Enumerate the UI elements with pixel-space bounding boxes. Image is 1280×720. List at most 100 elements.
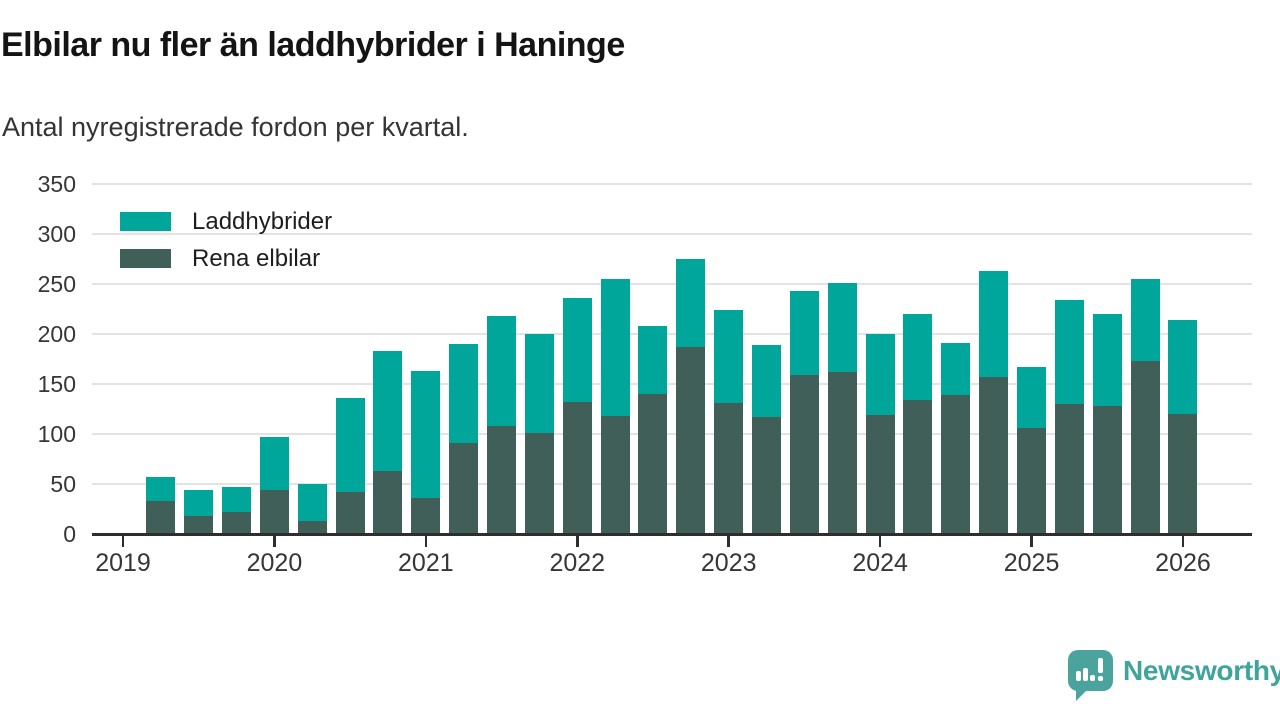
brand-name: Newsworthy <box>1123 654 1280 686</box>
legend-item-rena-elbilar: Rena elbilar <box>120 245 332 272</box>
bar-segment-laddhybrider <box>941 342 971 395</box>
bar-segment-rena-elbilar <box>373 470 403 534</box>
legend-label: Laddhybrider <box>192 207 333 235</box>
bar-segment-laddhybrider <box>752 344 782 417</box>
chart-subtitle: Antal nyregistrerade fordon per kvartal. <box>2 112 469 142</box>
gridline <box>92 432 1252 435</box>
bar-segment-rena-elbilar <box>1092 405 1122 534</box>
x-tick-label: 2025 <box>1003 549 1060 577</box>
bar-segment-laddhybrider <box>638 325 668 394</box>
x-axis-tick <box>878 536 882 547</box>
bar-chart-speech-bubble-icon <box>1068 650 1113 701</box>
bar-segment-rena-elbilar <box>335 491 365 534</box>
y-tick-label: 200 <box>37 320 76 347</box>
rena-elbilar-swatch-icon <box>120 249 171 268</box>
bar-segment-rena-elbilar <box>146 500 176 534</box>
bar-segment-rena-elbilar <box>297 520 327 534</box>
bar-segment-rena-elbilar <box>752 416 782 534</box>
bar-segment-laddhybrider <box>903 313 933 400</box>
bar-segment-rena-elbilar <box>411 497 441 534</box>
chart-title: Elbilar nu fler än laddhybrider i Haning… <box>1 26 625 64</box>
y-tick-label: 350 <box>37 170 76 197</box>
laddhybrider-swatch-icon <box>120 212 171 231</box>
gridline <box>92 182 1252 185</box>
bar-segment-laddhybrider <box>714 309 744 403</box>
gridline <box>92 282 1252 285</box>
bar-segment-laddhybrider <box>1168 319 1198 414</box>
bar-segment-laddhybrider <box>487 315 517 426</box>
legend-item-laddhybrider: Laddhybrider <box>120 208 332 235</box>
bar-segment-laddhybrider <box>1017 366 1047 428</box>
bar-segment-laddhybrider <box>562 297 592 402</box>
bar-segment-laddhybrider <box>1092 313 1122 406</box>
bar-segment-laddhybrider <box>335 397 365 492</box>
x-tick-label: 2026 <box>1155 549 1211 577</box>
bar-segment-rena-elbilar <box>903 399 933 534</box>
bar-segment-rena-elbilar <box>865 414 895 534</box>
bar-segment-laddhybrider <box>676 258 706 347</box>
bar-segment-laddhybrider <box>297 483 327 521</box>
x-axis-tick <box>727 536 730 547</box>
x-axis-tick <box>273 536 276 547</box>
legend-label: Rena elbilar <box>192 244 321 272</box>
x-axis-tick <box>1030 536 1033 547</box>
bar-segment-rena-elbilar <box>1168 413 1198 534</box>
bar-segment-rena-elbilar <box>1017 427 1047 534</box>
bar-segment-rena-elbilar <box>676 346 706 534</box>
bar-segment-rena-elbilar <box>638 393 668 534</box>
x-tick-label: 2019 <box>95 549 151 577</box>
bar-segment-rena-elbilar <box>979 376 1009 534</box>
bar-segment-rena-elbilar <box>184 515 214 534</box>
y-tick-label: 100 <box>37 420 76 447</box>
x-tick-label: 2022 <box>549 549 606 577</box>
bar-segment-rena-elbilar <box>562 401 592 534</box>
x-tick-label: 2024 <box>852 549 908 577</box>
bar-segment-laddhybrider <box>222 486 252 512</box>
x-axis-line <box>92 533 1252 536</box>
bar-segment-laddhybrider <box>789 290 819 375</box>
bar-segment-rena-elbilar <box>449 442 479 534</box>
bar-segment-rena-elbilar <box>1130 360 1160 534</box>
y-tick-label: 0 <box>63 521 76 547</box>
bar-segment-rena-elbilar <box>487 425 517 534</box>
y-tick-label: 300 <box>37 220 76 247</box>
bar-segment-rena-elbilar <box>827 371 857 534</box>
gridline <box>92 332 1252 335</box>
y-tick-label: 250 <box>37 270 76 297</box>
x-axis-tick <box>424 536 428 547</box>
bar-segment-laddhybrider <box>600 278 630 416</box>
logo-bubble-shape <box>1068 650 1113 691</box>
y-tick-label: 50 <box>50 470 76 497</box>
gridline <box>92 232 1252 235</box>
x-tick-label: 2023 <box>700 549 757 577</box>
y-tick-label: 150 <box>37 370 76 397</box>
bar-segment-laddhybrider <box>259 436 289 490</box>
x-axis-tick <box>576 536 579 547</box>
x-axis-tick <box>1181 536 1185 547</box>
bar-segment-rena-elbilar <box>600 415 630 534</box>
bar-segment-laddhybrider <box>979 270 1009 377</box>
bar-segment-rena-elbilar <box>222 511 252 534</box>
bar-segment-laddhybrider <box>184 489 214 516</box>
bar-segment-laddhybrider <box>373 350 403 471</box>
newsworthy-logo: Newsworthy <box>1068 650 1280 701</box>
x-tick-label: 2021 <box>398 549 454 577</box>
legend: Laddhybrider Rena elbilar <box>120 208 332 286</box>
bar-segment-rena-elbilar <box>714 402 744 534</box>
bar-segment-rena-elbilar <box>524 432 554 534</box>
bar-segment-laddhybrider <box>146 476 176 501</box>
stacked-bar-chart: 0 50 100 150 200 250 300 350 2019 2020 2021 2022 202… <box>37 170 1252 577</box>
gridline <box>92 482 1252 485</box>
bar-segment-laddhybrider <box>1130 278 1160 361</box>
bar-segment-laddhybrider <box>827 282 857 372</box>
logo-bubble-tail <box>1076 690 1087 701</box>
bar-segment-rena-elbilar <box>941 394 971 534</box>
gridline <box>92 382 1252 385</box>
bar-segment-laddhybrider <box>449 343 479 443</box>
x-tick-label: 2020 <box>246 549 303 577</box>
bar-segment-laddhybrider <box>524 333 554 433</box>
bar-segment-laddhybrider <box>865 333 895 415</box>
bar-segment-rena-elbilar <box>259 489 289 534</box>
bar-segment-rena-elbilar <box>1054 403 1084 534</box>
bar-segment-laddhybrider <box>1054 299 1084 404</box>
